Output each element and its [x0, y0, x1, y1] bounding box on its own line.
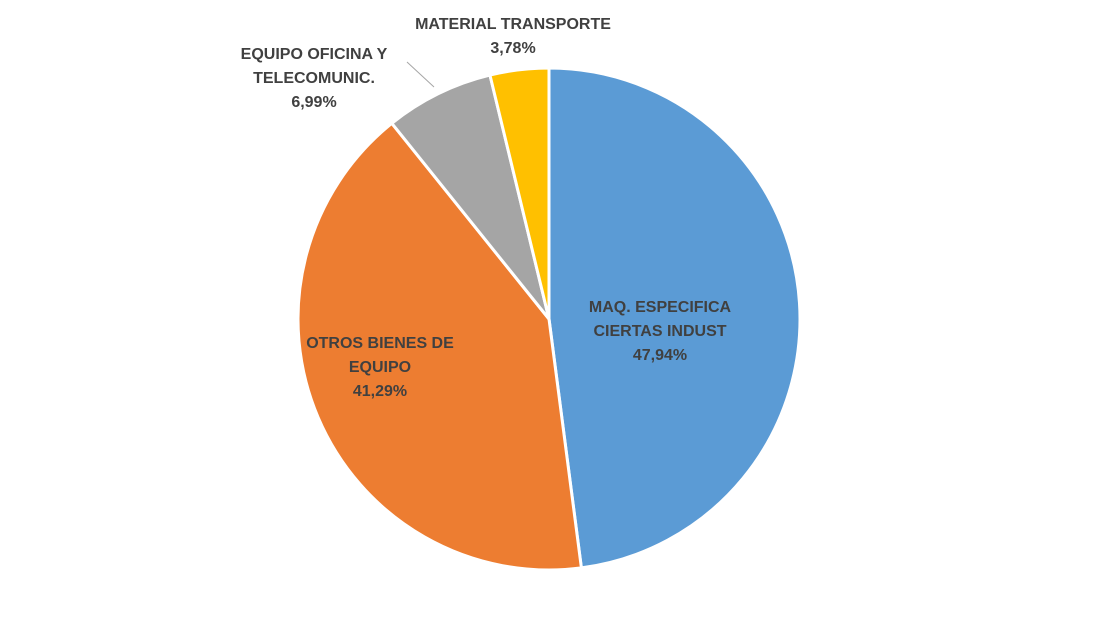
slice-maq-especifica	[547, 66, 802, 570]
leader-lines	[406, 61, 435, 88]
label-material-transporte: MATERIAL TRANSPORTE 3,78%	[415, 16, 611, 57]
slice-name-label: EQUIPO OFICINA Y	[241, 46, 388, 63]
slice-value-label: 3,78%	[490, 40, 535, 57]
slice-value-label: 41,29%	[353, 383, 407, 400]
label-otros-bienes: OTROS BIENES DE EQUIPO 41,29%	[306, 335, 454, 400]
slice-material-transporte	[488, 66, 551, 321]
slice-value-label: 47,94%	[633, 347, 687, 364]
slice-name-label: CIERTAS INDUST	[593, 323, 726, 340]
slice-value-label: 6,99%	[291, 94, 336, 111]
slice-name-label: MATERIAL TRANSPORTE	[415, 16, 611, 33]
leader-line	[406, 61, 435, 88]
slice-equipo-oficina	[390, 73, 551, 321]
slice-name-label: MAQ. ESPECIFICA	[589, 299, 732, 316]
slice-otros-bienes	[296, 121, 583, 572]
slice-name-label: OTROS BIENES DE	[306, 335, 454, 352]
pie-slices	[296, 66, 802, 572]
slice-name-label: EQUIPO	[349, 359, 411, 376]
label-maq-especifica: MAQ. ESPECIFICA CIERTAS INDUST 47,94%	[589, 299, 732, 364]
label-equipo-oficina: EQUIPO OFICINA Y TELECOMUNIC. 6,99%	[241, 46, 388, 111]
pie-labels: MAQ. ESPECIFICA CIERTAS INDUST 47,94% OTROS…	[241, 16, 732, 400]
slice-name-label: TELECOMUNIC.	[253, 70, 375, 87]
